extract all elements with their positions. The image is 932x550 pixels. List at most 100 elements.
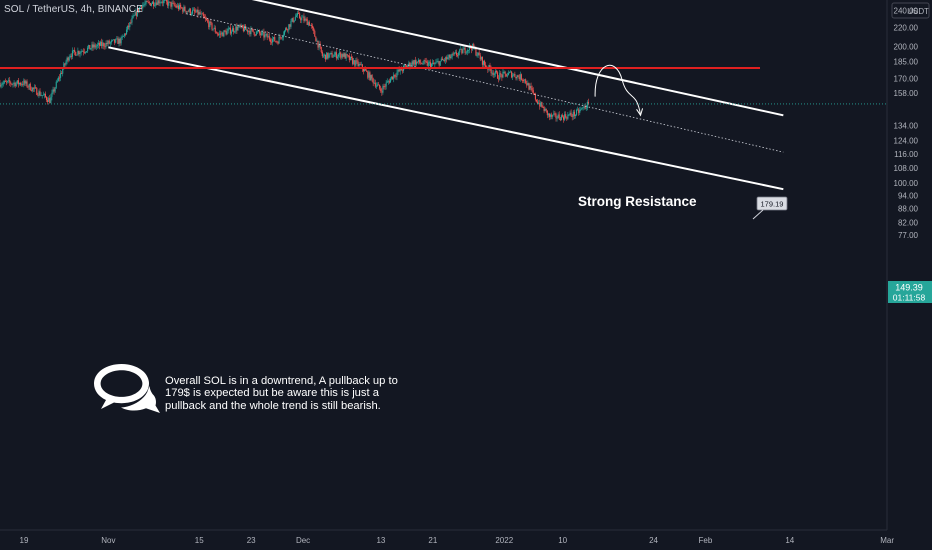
candle xyxy=(575,109,578,115)
candle xyxy=(67,57,69,61)
candle xyxy=(278,36,280,44)
candle xyxy=(459,49,461,53)
candle xyxy=(229,27,231,34)
candle xyxy=(184,6,186,11)
candle xyxy=(305,18,307,20)
candle xyxy=(286,28,288,30)
candle xyxy=(434,63,436,65)
channel-mid-line[interactable] xyxy=(186,13,784,153)
candle xyxy=(124,33,127,35)
candle xyxy=(53,89,55,92)
candle xyxy=(196,9,198,13)
candle xyxy=(360,64,362,66)
candle xyxy=(101,41,103,46)
candle xyxy=(539,103,541,107)
candle xyxy=(546,110,548,116)
price-tick-label: 134.00 xyxy=(894,121,919,130)
candle xyxy=(204,17,207,19)
candle xyxy=(188,8,190,12)
candle xyxy=(567,114,569,119)
candle xyxy=(304,18,306,21)
candle xyxy=(26,81,28,87)
candle xyxy=(106,42,108,45)
candle xyxy=(155,2,157,6)
candle xyxy=(347,55,349,57)
candle xyxy=(66,57,68,62)
candle xyxy=(403,65,406,67)
candle xyxy=(329,53,331,55)
candle xyxy=(468,45,470,50)
candle xyxy=(318,43,320,48)
candle xyxy=(105,42,107,47)
candle xyxy=(484,60,486,65)
candle xyxy=(90,48,92,50)
candle xyxy=(453,52,455,54)
candle xyxy=(577,109,579,111)
candle xyxy=(57,77,59,81)
price-axis[interactable] xyxy=(887,0,932,530)
candle xyxy=(295,15,297,17)
candle xyxy=(32,87,35,89)
candle xyxy=(285,28,287,31)
currency-badge[interactable] xyxy=(891,2,930,19)
candle xyxy=(264,34,266,38)
candle xyxy=(498,78,500,80)
candle xyxy=(226,30,228,35)
projection-arrow[interactable] xyxy=(594,64,642,116)
channel-lower-line[interactable] xyxy=(108,46,784,191)
candle xyxy=(256,31,258,33)
time-tick-label: Feb xyxy=(699,536,713,545)
candle xyxy=(464,47,466,53)
price-tick-label: 100.00 xyxy=(894,179,919,188)
candle xyxy=(407,65,409,68)
candle xyxy=(115,39,117,43)
candle xyxy=(363,69,366,72)
candle xyxy=(548,113,551,117)
candle xyxy=(248,30,250,33)
candle xyxy=(550,114,552,117)
candle xyxy=(95,46,97,48)
candle xyxy=(398,69,400,72)
candle xyxy=(261,32,263,35)
candle xyxy=(114,39,116,43)
candle xyxy=(187,11,189,13)
candle xyxy=(91,44,93,49)
candle xyxy=(94,44,96,48)
candle xyxy=(209,21,211,28)
candle xyxy=(238,25,240,27)
candle xyxy=(217,34,220,36)
candle xyxy=(240,25,242,27)
candle xyxy=(197,9,199,15)
candle xyxy=(220,33,222,35)
candle xyxy=(557,114,559,118)
candle xyxy=(49,98,51,104)
candle xyxy=(580,108,582,110)
candle xyxy=(55,81,57,88)
candle xyxy=(547,113,549,116)
candle xyxy=(474,48,476,50)
candle xyxy=(584,106,586,109)
candle xyxy=(104,46,106,48)
candle xyxy=(513,74,515,76)
candle xyxy=(74,49,76,53)
candle xyxy=(273,37,275,40)
time-axis[interactable] xyxy=(0,530,932,550)
candle xyxy=(511,71,513,78)
candle xyxy=(143,4,145,6)
candle xyxy=(56,80,58,82)
channel-upper-line[interactable] xyxy=(108,0,784,117)
candle xyxy=(39,91,41,96)
candle xyxy=(352,58,354,64)
chat-bubbles-icon xyxy=(94,364,160,413)
candle xyxy=(301,17,303,21)
drawings-layer xyxy=(0,0,784,191)
note-line: 179$ is expected but be aware this is ju… xyxy=(165,387,379,400)
candle xyxy=(12,83,14,85)
candle xyxy=(515,77,517,79)
candle xyxy=(201,13,203,15)
candle xyxy=(43,93,45,95)
candle xyxy=(534,93,536,100)
candle xyxy=(315,36,317,42)
candle xyxy=(440,58,442,62)
